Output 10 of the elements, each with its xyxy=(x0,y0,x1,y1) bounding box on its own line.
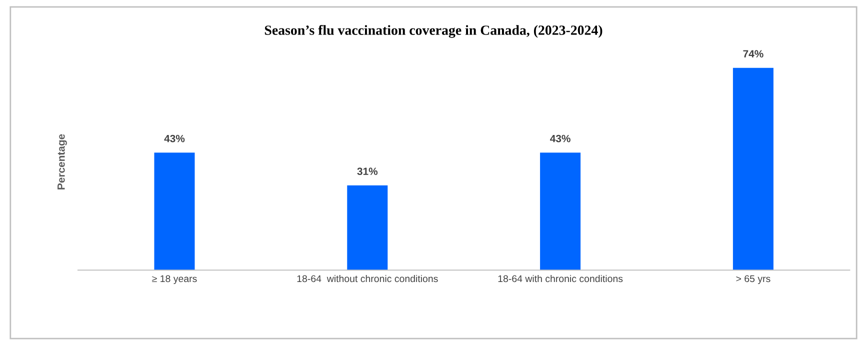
data-label: 43% xyxy=(550,134,570,142)
data-label: 74% xyxy=(743,50,764,58)
data-label: 43% xyxy=(164,134,185,142)
y-axis-title: Percentage xyxy=(58,134,67,190)
chart-title: Season’s flu vaccination coverage in Canada, (2023-2024) xyxy=(264,24,602,38)
x-tick-label: 18-64 without chronic conditions xyxy=(297,274,438,282)
x-tick-label: ≥ 18 years xyxy=(152,275,197,284)
data-label: 31% xyxy=(357,168,378,176)
x-tick-label: 18-64 with chronic conditions xyxy=(498,274,623,282)
x-tick-label: > 65 yrs xyxy=(736,275,770,284)
